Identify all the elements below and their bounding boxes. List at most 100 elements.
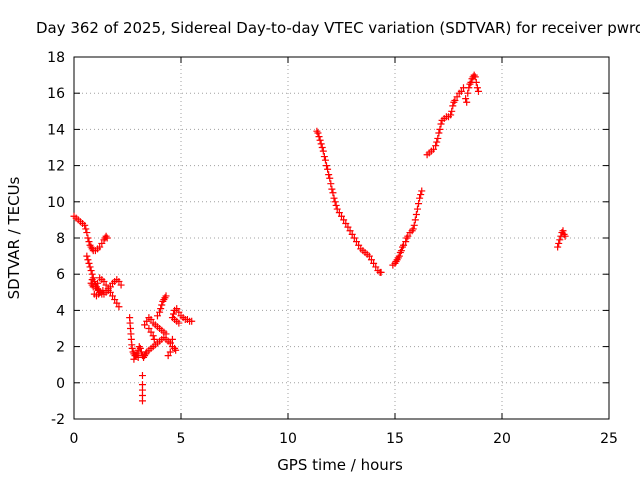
data-point [153,312,161,320]
y-tick-label: 12 [47,159,65,175]
data-point [98,239,106,247]
data-point [415,200,423,208]
data-point [319,147,327,155]
data-point [447,111,455,119]
y-tick-label: 0 [56,376,65,392]
data-point [321,156,329,164]
data-point [317,140,325,148]
data-point [400,241,408,249]
data-point [395,252,403,260]
data-point [372,263,380,271]
y-axis-ticks: -2 0 2 4 6 8 10 12 14 16 18 [47,50,609,428]
data-point [350,234,358,242]
data-point [323,162,331,170]
y-tick-label: 4 [56,303,65,319]
data-point [450,98,458,106]
data-point [559,227,567,235]
data-point [136,344,144,352]
data-point [94,279,102,287]
data-point [365,252,373,260]
data-point [104,285,112,293]
grid [74,57,609,419]
chart-title: Day 362 of 2025, Sidereal Day-to-day VTE… [36,19,640,37]
data-point [418,187,426,195]
data-point [413,205,421,213]
data-point [143,317,151,325]
data-point [449,102,457,110]
data-point [150,335,158,343]
data-point [100,277,108,285]
data-point [340,216,348,224]
data-point [175,319,183,327]
data-point [157,305,165,313]
data-point [355,241,363,249]
data-point [433,138,441,146]
data-point [333,205,341,213]
data-point [464,89,472,97]
data-point [437,120,445,128]
data-point [324,165,332,173]
data-point [111,296,119,304]
y-axis-label: SDTVAR / TECUs [5,176,23,299]
data-point [109,292,117,300]
data-point [85,259,93,267]
data-point [172,346,180,354]
data-point [403,234,411,242]
data-point [417,191,425,199]
data-point [133,350,141,358]
data-point [91,283,99,291]
data-point [315,133,323,141]
data-point [138,397,146,405]
data-point [462,95,470,103]
data-point [102,281,110,289]
data-point [87,267,95,275]
data-point [434,134,442,142]
data-point [561,232,569,240]
data-point [82,225,90,233]
data-point [555,239,563,247]
data-point [117,281,125,289]
y-tick-label: 14 [47,122,65,138]
data-point [430,145,438,153]
data-point [145,325,153,332]
data-point [412,210,420,218]
data-point [329,189,337,197]
data-point [554,243,562,251]
data-point [325,171,333,179]
data-point [326,174,334,182]
data-point [130,355,138,363]
y-tick-label: 16 [47,86,65,102]
data-point [166,348,174,356]
data-point [147,328,155,336]
data-point [463,98,471,106]
data-point [141,321,149,329]
data-point [348,230,356,238]
x-tick-label: 0 [70,431,79,447]
y-tick-label: 18 [47,50,65,66]
data-point [451,96,459,104]
data-point [410,221,418,229]
data-point [166,339,174,347]
data-point [367,256,375,264]
data-point [370,259,378,267]
data-point [86,263,94,271]
data-point [328,185,336,193]
x-tick-label: 25 [600,431,618,447]
data-point [320,153,328,161]
data-point [338,212,345,220]
data-point [342,220,350,228]
x-axis-ticks: 0 5 10 15 20 25 [70,57,618,447]
data-point [327,180,335,188]
data-point [115,277,123,285]
y-tick-label: 10 [47,195,65,211]
data-point [113,299,121,307]
data-point [402,238,410,246]
data-point [330,194,338,202]
data-point [158,301,166,309]
data-point [83,229,91,237]
data-point [170,310,178,318]
data-point [465,84,473,92]
data-point [474,87,482,95]
data-point [88,276,96,284]
